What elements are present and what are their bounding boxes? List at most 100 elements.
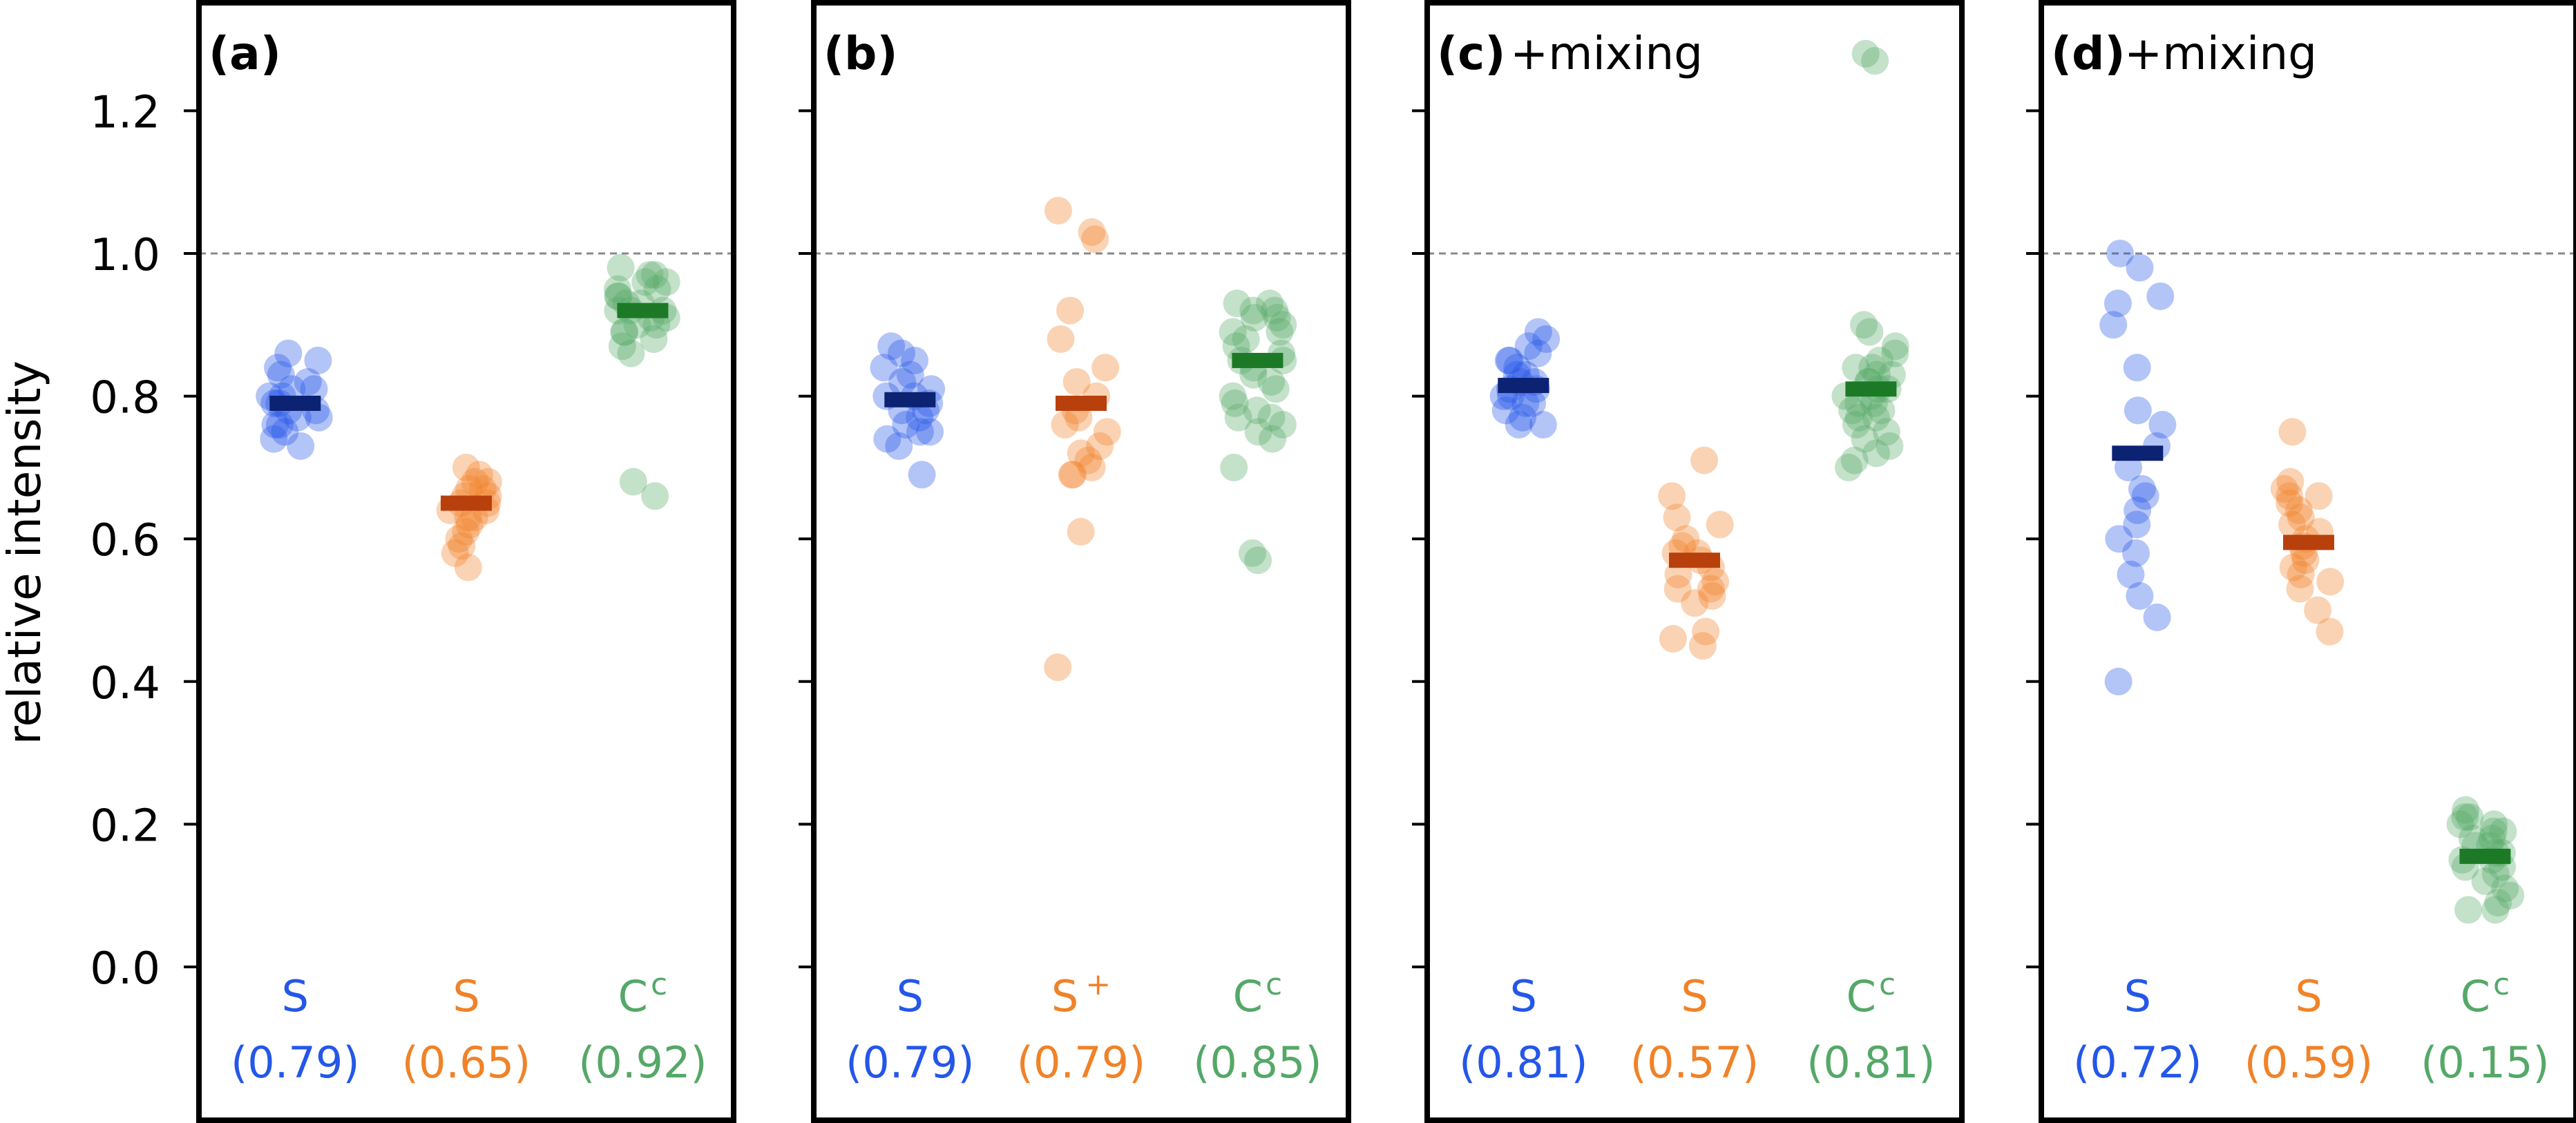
y-tick-label: 0.8 <box>90 373 160 424</box>
data-point <box>608 332 636 361</box>
data-point <box>887 339 915 367</box>
data-point <box>1861 47 1889 75</box>
data-point <box>2316 617 2344 646</box>
data-point <box>1219 318 1247 346</box>
category-label: Cc <box>1847 967 1896 1021</box>
data-point <box>1881 332 1909 361</box>
data-point <box>2106 240 2135 267</box>
data-point <box>2105 525 2133 553</box>
data-point <box>916 418 944 446</box>
category-superscript: c <box>651 967 667 1002</box>
category-label: S <box>2295 971 2322 1021</box>
data-point <box>631 268 660 296</box>
data-point <box>2131 482 2159 510</box>
data-point <box>1263 303 1291 332</box>
data-point <box>454 553 482 582</box>
panel-b: S (0.79) S + (0.79) Cc (0.85) (b) <box>799 0 1351 1123</box>
data-point <box>1697 575 1725 603</box>
data-point <box>1524 318 1552 346</box>
data-point <box>1532 325 1561 353</box>
data-point <box>892 410 920 439</box>
mean-marker <box>1232 352 1284 368</box>
data-point <box>610 318 638 346</box>
category-label: S <box>452 971 479 1021</box>
data-point <box>2122 539 2150 567</box>
data-point <box>1086 432 1114 460</box>
mean-value-label: (0.81) <box>1459 1037 1587 1088</box>
mean-marker <box>2112 445 2164 461</box>
data-point <box>294 367 322 396</box>
data-point <box>287 432 315 460</box>
data-point <box>1240 303 1268 332</box>
data-point <box>1842 410 1871 439</box>
data-point <box>2276 468 2305 496</box>
data-point <box>1524 339 1552 367</box>
data-point <box>1881 339 1909 367</box>
data-point <box>265 410 294 439</box>
data-point <box>1219 382 1247 410</box>
data-point <box>2489 817 2517 845</box>
data-point <box>1261 375 1290 403</box>
data-point <box>2458 825 2486 853</box>
data-point <box>2481 896 2510 924</box>
mean-marker <box>1845 381 1897 397</box>
data-point <box>260 425 288 453</box>
data-point <box>1672 525 1700 553</box>
data-point <box>1681 589 1709 617</box>
mean-value-label: (0.81) <box>1806 1037 1935 1088</box>
data-point <box>1862 403 1890 432</box>
data-point <box>1232 325 1260 353</box>
data-point <box>1518 389 1546 417</box>
mean-marker <box>1056 395 1107 411</box>
mean-value-label: (0.92) <box>578 1037 707 1088</box>
data-point <box>2291 546 2320 575</box>
data-point <box>2143 603 2171 631</box>
data-point <box>1862 439 1891 468</box>
panel-frame <box>196 0 736 1123</box>
data-point <box>2276 482 2304 510</box>
data-point <box>2284 496 2313 524</box>
data-point <box>2117 560 2145 588</box>
data-point <box>636 260 664 289</box>
data-point <box>641 482 669 510</box>
data-point <box>1223 289 1251 318</box>
data-point <box>607 253 635 282</box>
data-point <box>2484 889 2512 917</box>
data-point <box>1509 403 1537 432</box>
data-point <box>2479 817 2508 845</box>
data-point <box>2446 810 2474 838</box>
data-point <box>2286 575 2314 603</box>
data-point <box>1494 346 1523 374</box>
data-point <box>1706 510 1734 539</box>
mean-value-label: (0.85) <box>1193 1037 1322 1088</box>
data-point <box>1062 367 1091 396</box>
data-point <box>2451 803 2479 832</box>
data-point <box>2305 482 2333 510</box>
data-point <box>1511 389 1540 417</box>
data-point <box>2304 596 2332 624</box>
mean-marker <box>884 392 936 407</box>
category-label: S <box>2124 971 2151 1021</box>
data-point <box>1851 39 1880 68</box>
data-point <box>2148 410 2177 439</box>
data-point <box>1838 396 1867 425</box>
data-point <box>1872 418 1900 446</box>
data-point <box>304 346 332 374</box>
data-point <box>448 532 476 560</box>
data-point <box>1851 425 1879 453</box>
mean-marker <box>1669 553 1720 568</box>
data-point <box>1243 396 1271 425</box>
data-point <box>1091 354 1120 382</box>
category-label: S <box>1681 971 1708 1021</box>
data-point <box>1047 325 1075 353</box>
data-point <box>1876 432 1904 460</box>
data-point <box>1269 311 1297 339</box>
data-point <box>2278 510 2307 539</box>
mean-value-label: (0.65) <box>402 1037 531 1088</box>
panel-annotation: +mixing <box>2124 27 2317 80</box>
data-point <box>1663 575 1692 603</box>
data-point <box>1867 396 1896 425</box>
data-point <box>1051 410 1079 439</box>
mean-marker <box>2459 848 2511 864</box>
